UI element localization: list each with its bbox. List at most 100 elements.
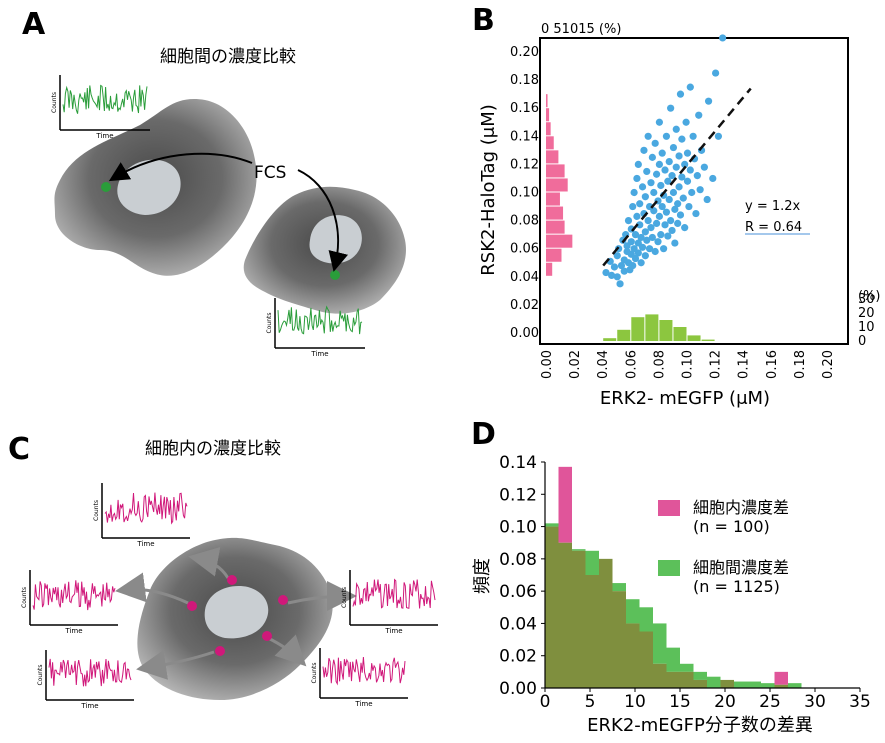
scatter-point — [668, 226, 676, 235]
scatter-point — [685, 202, 693, 211]
y-hist-bar — [546, 150, 559, 164]
scatter-point — [662, 132, 671, 140]
hist-x-tick: 5 — [585, 692, 596, 712]
scatter-point — [683, 177, 692, 185]
panel-label-d: D — [471, 417, 496, 452]
fit-line — [602, 87, 752, 267]
scatter-point — [686, 166, 694, 174]
scatter-y-tick: 0.12 — [510, 157, 539, 172]
trace-signal — [352, 578, 436, 609]
trace-signal — [32, 580, 116, 611]
scatter-y-tick: 0.16 — [510, 101, 539, 116]
scatter-point — [624, 217, 633, 225]
legend-swatch-intra — [658, 500, 680, 516]
scatter-y-tick: 0.20 — [510, 45, 539, 60]
hist-bar-overlap — [545, 526, 559, 688]
scatter-point — [636, 221, 644, 229]
trace-ylabel: Counts — [21, 587, 28, 608]
scatter-point — [640, 146, 648, 154]
scatter-y-tick: 0.08 — [510, 214, 539, 229]
hist-y-tick: 0.00 — [499, 679, 537, 699]
histogram-bars — [545, 466, 802, 688]
x-histogram — [603, 314, 715, 341]
hist-y-tick: 0.14 — [499, 453, 537, 473]
scatter-point — [692, 209, 700, 218]
hist-bar-excess — [653, 623, 667, 664]
trace-ylabel: Counts — [37, 665, 44, 686]
scatter-point — [669, 143, 678, 152]
x-hist-bar — [631, 317, 645, 341]
scatter-point — [602, 268, 610, 277]
fcs-spot-c4 — [262, 631, 272, 641]
hist-bar-overlap — [626, 623, 640, 688]
scatter-point — [676, 211, 685, 219]
legend-n-intra: (n = 100) — [693, 517, 770, 536]
hist-bar-excess — [585, 550, 599, 575]
trace-xlabel: Time — [354, 700, 372, 708]
hist-bar-overlap — [599, 558, 613, 688]
hist-bar-overlap — [558, 542, 572, 688]
trace-signal — [104, 492, 188, 525]
hist-y-tick: 0.08 — [499, 550, 537, 570]
scatter-point — [664, 232, 672, 240]
scatter-point — [631, 254, 640, 263]
panel-c-title: 細胞内の濃度比較 — [145, 439, 281, 459]
trace-a1: Time Counts — [51, 75, 150, 140]
arrow-c-left — [115, 572, 189, 605]
right-axis-tick: 10 — [858, 320, 875, 335]
scatter-point — [674, 200, 682, 208]
hist-x-tick: 20 — [714, 692, 736, 712]
scatter-x-tick: 0.16 — [765, 350, 780, 379]
scatter-point — [648, 233, 656, 242]
scatter-point — [704, 97, 713, 105]
scatter-point — [634, 249, 642, 257]
scatter-point — [676, 90, 685, 98]
trace-xlabel: Time — [384, 627, 402, 635]
scatter-x-tick: 0.08 — [652, 350, 667, 379]
hist-bar-excess — [707, 676, 721, 688]
scatter-point — [636, 200, 644, 208]
hist-bar-excess — [639, 607, 653, 632]
scatter-x-tick: 0.14 — [737, 350, 752, 379]
scatter-point — [631, 231, 640, 239]
trace-c2: Time Counts — [21, 570, 118, 635]
hist-bar-excess — [626, 599, 640, 624]
hist-x-tick: 10 — [624, 692, 646, 712]
trace-c1: Time Counts — [93, 483, 190, 548]
fcs-spot-c2 — [187, 601, 197, 611]
scatter-y-tick: 0.00 — [510, 326, 539, 341]
trace-ylabel: Counts — [266, 313, 273, 334]
hist-x-tick: 0 — [540, 692, 551, 712]
hist-bar-excess — [612, 583, 626, 592]
scatter-point — [688, 188, 696, 197]
scatter-point — [652, 170, 661, 178]
trace-signal — [48, 658, 132, 687]
scatter-point — [672, 125, 680, 133]
scatter-point — [678, 173, 686, 181]
fit-r-value: R = 0.64 — [745, 220, 802, 235]
hist-bar-overlap — [572, 550, 586, 688]
scatter-point — [662, 208, 671, 216]
hist-x-tick: 30 — [804, 692, 826, 712]
hist-bar-excess — [761, 683, 775, 688]
scatter-point — [674, 219, 682, 228]
scatter-y-tick: 0.18 — [510, 73, 539, 88]
x-hist-bar — [617, 329, 631, 341]
scatter-point — [696, 186, 704, 194]
hist-bar-excess — [734, 681, 748, 688]
trace-xlabel: Time — [64, 627, 82, 635]
scatter-frame — [539, 37, 849, 345]
scatter-y-tick: 0.10 — [510, 186, 539, 201]
scatter-point — [668, 172, 676, 180]
legend-swatch-inter — [658, 560, 680, 576]
y-hist-bar — [546, 164, 565, 178]
y-hist-bar — [546, 234, 573, 248]
trace-c5: Time Counts — [311, 648, 408, 708]
panel-label-b: B — [472, 3, 495, 38]
scatter-point — [703, 195, 711, 204]
hist-x-tick: 15 — [669, 692, 691, 712]
scatter-point — [678, 135, 686, 143]
scatter-point — [655, 118, 664, 126]
